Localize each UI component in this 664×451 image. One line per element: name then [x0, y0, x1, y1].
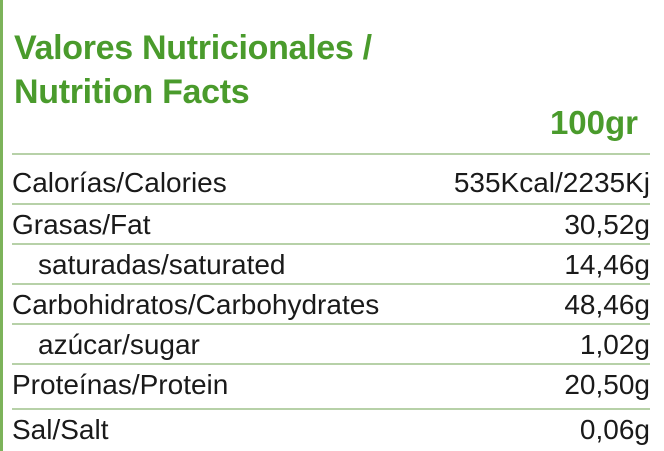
row-protein: Proteínas/Protein 20,50g — [12, 363, 650, 408]
row-value: 535Kcal/2235Kj — [453, 167, 650, 198]
row-label: Carbohidratos/Carbohydrates — [12, 289, 380, 320]
row-calories: Calorías/Calories 535Kcal/2235Kj — [12, 153, 650, 203]
row-label: saturadas/saturated — [38, 249, 286, 280]
row-label: Calorías/Calories — [12, 167, 227, 198]
row-value: 14,46g — [564, 249, 650, 280]
left-border — [0, 0, 3, 451]
row-carbohydrates: Carbohidratos/Carbohydrates 48,46g — [12, 283, 650, 323]
row-value: 1,02g — [579, 329, 650, 360]
row-value: 30,52g — [564, 209, 650, 240]
row-label: Grasas/Fat — [12, 209, 151, 240]
row-sugar: azúcar/sugar 1,02g — [12, 323, 650, 363]
serving-size: 100gr — [549, 104, 638, 141]
row-label: Sal/Salt — [12, 414, 109, 445]
title-line-1: Valores Nutricionales / — [14, 29, 372, 67]
row-saturated: saturadas/saturated 14,46g — [12, 243, 650, 283]
page-title: Valores Nutricionales / Nutrition Facts — [14, 26, 372, 114]
nutrition-table: Calorías/Calories 535Kcal/2235Kj Grasas/… — [12, 153, 650, 448]
row-label: Proteínas/Protein — [12, 369, 229, 400]
row-value: 0,06g — [579, 414, 650, 445]
row-value: 20,50g — [564, 369, 650, 400]
row-label: azúcar/sugar — [38, 329, 200, 360]
row-fat: Grasas/Fat 30,52g — [12, 203, 650, 243]
row-salt: Sal/Salt 0,06g — [12, 408, 650, 448]
title-line-2: Nutrition Facts — [14, 73, 250, 111]
row-value: 48,46g — [564, 289, 650, 320]
